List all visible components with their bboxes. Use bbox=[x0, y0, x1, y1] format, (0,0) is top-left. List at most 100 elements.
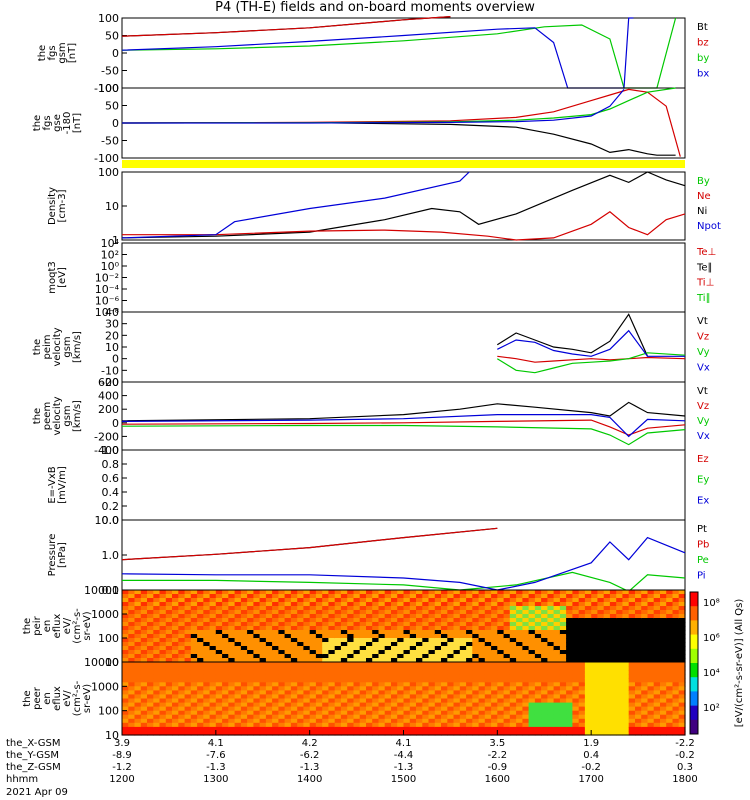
colorbar-swatch bbox=[690, 606, 698, 621]
series-line-vy bbox=[121, 424, 686, 446]
x-axis-row-label: the_Y-GSM bbox=[6, 750, 59, 761]
legend-item: Te⊥ bbox=[696, 247, 716, 258]
x-axis-row-label: hhmm bbox=[6, 774, 38, 785]
y-axis-label: eV/ bbox=[62, 617, 73, 634]
colorbar-swatch bbox=[690, 663, 698, 678]
x-axis-value: 1600 bbox=[485, 774, 510, 785]
x-axis-value: -1.2 bbox=[112, 762, 132, 773]
y-axis-label: the bbox=[37, 45, 48, 61]
series-line-vz bbox=[121, 419, 686, 436]
panel-frame bbox=[121, 242, 686, 313]
series-line-pb bbox=[121, 527, 498, 561]
panel-peir-eflux: 10000 1000 100 10 the peir en eflux eV/(cm²-s-sr… bbox=[22, 584, 686, 669]
x-axis-value: -1.3 bbox=[206, 762, 226, 773]
y-tick-label: 100 bbox=[98, 12, 119, 25]
y-tick-label: 10000 bbox=[84, 656, 119, 669]
series-line-pi bbox=[121, 536, 686, 591]
y-tick-label: 0 bbox=[112, 117, 119, 130]
y-tick-label: 10⁻² bbox=[95, 272, 119, 285]
panel-frame bbox=[121, 171, 686, 241]
legend-item: Ti∥ bbox=[696, 293, 711, 304]
x-axis-value: -0.9 bbox=[488, 762, 508, 773]
y-tick-label: 30 bbox=[105, 318, 119, 331]
colorbar-tick-label: 10⁸ bbox=[703, 598, 720, 609]
y-tick-label: 10⁻⁴ bbox=[95, 283, 120, 296]
x-axis-value: -6.2 bbox=[300, 750, 320, 761]
colorbar-swatch bbox=[690, 719, 698, 735]
y-axis-label: peir bbox=[32, 615, 43, 635]
x-axis-row-label: 2021 Apr 09 bbox=[6, 787, 68, 798]
y-tick-label: 10 bbox=[105, 729, 119, 742]
series-line-by bbox=[121, 87, 676, 124]
y-tick-label: -50 bbox=[101, 135, 119, 148]
legend-item: bz bbox=[697, 38, 709, 49]
y-tick-label: 0.4 bbox=[102, 486, 120, 499]
y-axis-label: peim bbox=[42, 334, 53, 359]
y-tick-label: 1000 bbox=[91, 680, 119, 693]
colorbar-tick-label: 10⁴ bbox=[703, 668, 720, 679]
series-line-bz bbox=[121, 88, 681, 157]
y-axis-label: the bbox=[32, 115, 43, 131]
x-axis-value: -8.9 bbox=[112, 750, 132, 761]
series-line-bt bbox=[121, 122, 676, 156]
panel-efield: 1.00.80.60.40.20.0 E=-VxB [mV/m] Ez Ey Ex bbox=[47, 444, 709, 527]
series-line-by bbox=[121, 17, 677, 89]
y-tick-label: 10² bbox=[101, 249, 119, 262]
legend-item: bx bbox=[697, 69, 709, 80]
series-line-pt bbox=[121, 527, 498, 561]
y-tick-label: -200 bbox=[94, 430, 119, 443]
colorbar-swatch bbox=[690, 691, 698, 706]
legend-item: Te∥ bbox=[696, 262, 713, 273]
y-axis-label: peem bbox=[42, 402, 53, 430]
series-line-vx bbox=[121, 414, 686, 438]
y-axis-label: [km/s] bbox=[72, 400, 83, 432]
x-axis-value: -1.3 bbox=[300, 762, 320, 773]
series-line-ni bbox=[121, 171, 686, 239]
y-tick-label: 50 bbox=[105, 100, 119, 113]
x-axis-value: -2.2 bbox=[488, 750, 508, 761]
panel-density: 100 10 1 Density [cm-3] By Ne Ni Npot bbox=[47, 166, 721, 247]
y-axis-label: velocity bbox=[52, 327, 63, 366]
x-axis-value: 1700 bbox=[578, 774, 603, 785]
legend-item: Vt bbox=[697, 386, 708, 397]
y-tick-label: 1000 bbox=[91, 608, 119, 621]
colorbar-tick-label: 10⁶ bbox=[703, 633, 720, 644]
y-tick-label: 0 bbox=[112, 353, 119, 366]
y-tick-label: 400 bbox=[98, 390, 119, 403]
colorbar-tick-label: 10² bbox=[703, 703, 720, 714]
y-tick-label: 0.6 bbox=[102, 472, 120, 485]
y-tick-label: 0.2 bbox=[102, 500, 120, 513]
legend-item: Vt bbox=[697, 316, 708, 327]
y-tick-label: 10 bbox=[105, 200, 119, 213]
y-tick-label: -100 bbox=[94, 82, 119, 95]
y-tick-label: 0.8 bbox=[102, 458, 120, 471]
y-tick-label: 100 bbox=[98, 705, 119, 718]
legend-item: By bbox=[697, 176, 710, 187]
y-tick-label: 0 bbox=[112, 417, 119, 430]
x-axis-value: 0.3 bbox=[677, 762, 693, 773]
y-tick-label: 200 bbox=[98, 403, 119, 416]
y-tick-label: 1 bbox=[112, 234, 119, 247]
x-axis-value: 4.2 bbox=[302, 738, 318, 749]
legend-item: Vz bbox=[697, 401, 709, 412]
y-tick-label: 0.1 bbox=[102, 584, 120, 597]
colorbar-swatch bbox=[690, 677, 698, 692]
series-line-vy bbox=[496, 352, 686, 374]
panel-fgs-gse: 100 50 0 -50 -100 the fgs gse -180 [nT] bbox=[32, 82, 686, 165]
y-axis-label: the bbox=[32, 408, 43, 424]
y-axis-label: -180 bbox=[62, 112, 73, 135]
x-axis-value: 1400 bbox=[297, 774, 322, 785]
y-tick-label: 0.0 bbox=[102, 514, 120, 527]
y-axis-label: velocity bbox=[52, 396, 63, 435]
colorbar-swatch bbox=[690, 705, 698, 721]
colorbar-label: [eV/(cm²-s-sr-eV)] (All Qs) bbox=[734, 599, 745, 728]
y-axis-label: the bbox=[32, 339, 43, 355]
x-axis-value: 1.9 bbox=[583, 738, 599, 749]
panel-frame bbox=[121, 449, 686, 521]
legend-item: Ne bbox=[697, 191, 711, 202]
y-tick-label: 600 bbox=[98, 376, 119, 389]
